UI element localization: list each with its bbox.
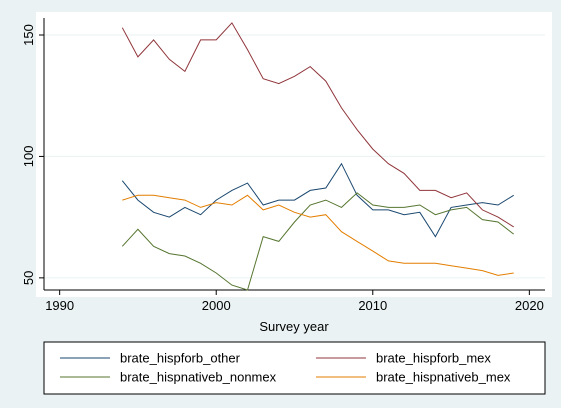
legend-label-brate_hispnativeb_nonmex: brate_hispnativeb_nonmex xyxy=(120,370,277,385)
legend-box xyxy=(43,341,546,395)
x-axis-title: Survey year xyxy=(259,319,329,334)
y-tick-label-50: 50 xyxy=(21,271,36,285)
x-tick-label-2020: 2020 xyxy=(515,298,544,313)
series-line-brate_hispforb_other xyxy=(121,162,514,238)
grid-lines xyxy=(44,34,545,279)
x-tick-label-2000: 2000 xyxy=(202,298,231,313)
series-line-brate_hispnativeb_mex xyxy=(122,194,514,276)
legend-label-brate_hispforb_other: brate_hispforb_other xyxy=(120,351,241,366)
plot-area-background xyxy=(36,12,552,297)
x-tick-label-2010: 2010 xyxy=(358,298,387,313)
series-line-brate_hispnativeb_nonmex xyxy=(121,192,515,291)
legend-label-brate_hispforb_mex: brate_hispforb_mex xyxy=(376,351,491,366)
legend-label-brate_hispnativeb_mex: brate_hispnativeb_mex xyxy=(376,370,511,385)
series-line-brate_hispforb_mex xyxy=(121,22,514,228)
legend: brate_hispforb_other brate_hispforb_mexbr… xyxy=(60,351,511,385)
series-lines xyxy=(121,22,515,291)
x-tick-label-1990: 1990 xyxy=(45,298,74,313)
y-ticks: 50 100 150 xyxy=(21,24,44,285)
x-ticks: 1990 2000 2010 2020 xyxy=(45,290,544,313)
y-tick-label-150: 150 xyxy=(21,24,36,46)
y-tick-label-100: 100 xyxy=(21,146,36,168)
